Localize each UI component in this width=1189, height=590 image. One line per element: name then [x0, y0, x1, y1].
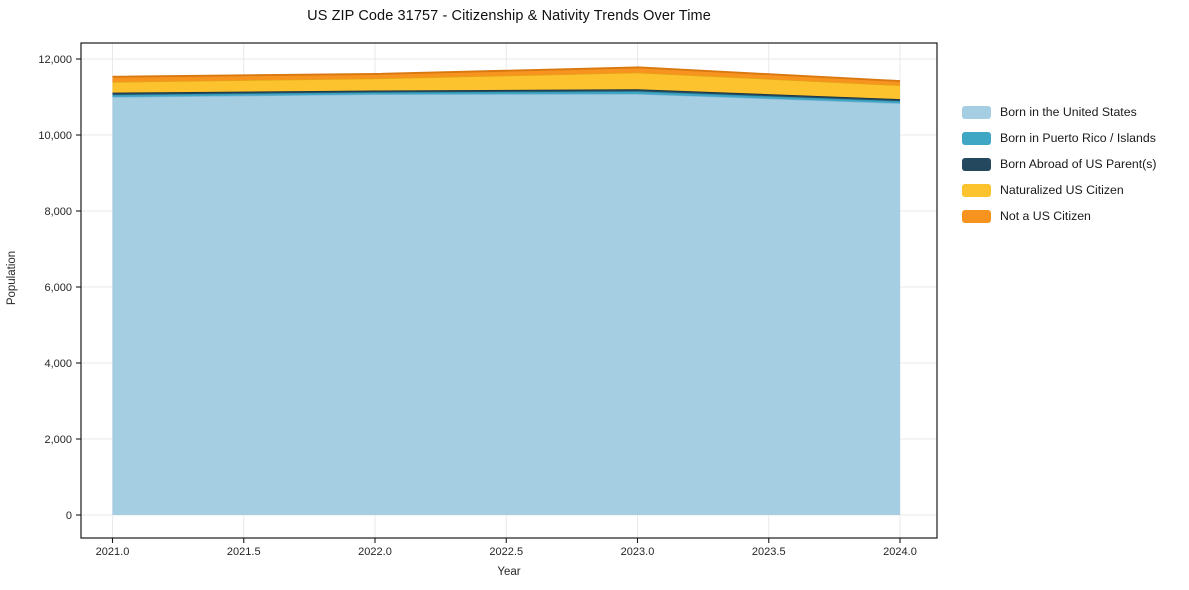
x-tick-label: 2022.0 — [358, 546, 392, 558]
y-tick-label: 4,000 — [44, 358, 72, 370]
legend-swatch-0 — [962, 105, 991, 119]
x-tick-label: 2023.5 — [752, 546, 786, 558]
legend-item-2: Born Abroad of US Parent(s) — [962, 151, 1157, 177]
y-tick-label: 6,000 — [44, 282, 72, 294]
x-tick-label: 2023.0 — [621, 546, 655, 558]
x-tick-label: 2021.5 — [227, 546, 261, 558]
area-layer-4 — [112, 67, 900, 86]
legend-item-3: Naturalized US Citizen — [962, 177, 1157, 203]
legend-item-0: Born in the United States — [962, 99, 1157, 125]
legend-swatch-4 — [962, 209, 991, 223]
y-tick-label: 8,000 — [44, 206, 72, 218]
chart-title: US ZIP Code 31757 - Citizenship & Nativi… — [307, 8, 711, 24]
legend-label-0: Born in the United States — [1000, 105, 1137, 119]
x-tick-label: 2022.5 — [489, 546, 523, 558]
legend-item-1: Born in Puerto Rico / Islands — [962, 125, 1157, 151]
plot-border — [80, 42, 938, 539]
legend-label-4: Not a US Citizen — [1000, 209, 1091, 223]
legend-item-4: Not a US Citizen — [962, 203, 1157, 229]
y-tick-label: 2,000 — [44, 434, 72, 446]
y-axis-label: Population — [6, 251, 18, 305]
legend-label-2: Born Abroad of US Parent(s) — [1000, 157, 1157, 171]
y-tick-label: 12,000 — [38, 54, 72, 66]
legend-swatch-2 — [962, 157, 991, 171]
y-tick-label: 10,000 — [38, 130, 72, 142]
legend-swatch-1 — [962, 131, 991, 145]
legend-label-3: Naturalized US Citizen — [1000, 183, 1124, 197]
y-tick-label: 0 — [66, 510, 72, 522]
x-axis-label: Year — [497, 566, 520, 578]
legend-swatch-3 — [962, 183, 991, 197]
area-layer-0 — [112, 93, 900, 516]
chart-legend: Born in the United States Born in Puerto … — [962, 99, 1157, 229]
x-tick-label: 2024.0 — [883, 546, 917, 558]
area-edge-4 — [112, 66, 901, 82]
x-tick-label: 2021.0 — [96, 546, 130, 558]
legend-label-1: Born in Puerto Rico / Islands — [1000, 131, 1156, 145]
area-layer-3 — [112, 72, 900, 100]
